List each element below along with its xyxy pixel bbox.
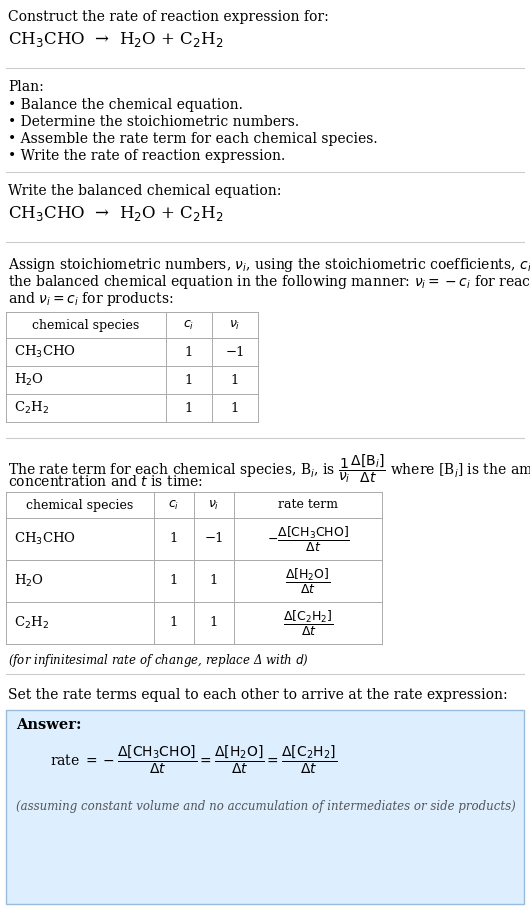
Text: $\nu_i$: $\nu_i$ — [208, 499, 220, 511]
Text: 1: 1 — [210, 616, 218, 630]
Text: $c_i$: $c_i$ — [169, 499, 180, 511]
Text: H$_2$O: H$_2$O — [14, 372, 44, 388]
Text: the balanced chemical equation in the following manner: $\nu_i = -c_i$ for react: the balanced chemical equation in the fo… — [8, 273, 530, 291]
Text: C$_2$H$_2$: C$_2$H$_2$ — [14, 400, 49, 416]
Text: 1: 1 — [210, 574, 218, 588]
Text: The rate term for each chemical species, B$_i$, is $\dfrac{1}{\nu_i}\dfrac{\Delt: The rate term for each chemical species,… — [8, 452, 530, 485]
Text: $\dfrac{\Delta[\mathrm{C_2H_2}]}{\Delta t}$: $\dfrac{\Delta[\mathrm{C_2H_2}]}{\Delta … — [282, 609, 333, 638]
Text: CH$_3$CHO: CH$_3$CHO — [14, 344, 76, 360]
Text: • Balance the chemical equation.: • Balance the chemical equation. — [8, 98, 243, 112]
Text: rate $= -\dfrac{\Delta[\mathrm{CH_3CHO}]}{\Delta t} = \dfrac{\Delta[\mathrm{H_2O: rate $= -\dfrac{\Delta[\mathrm{CH_3CHO}]… — [50, 744, 337, 776]
Text: $\dfrac{\Delta[\mathrm{H_2O}]}{\Delta t}$: $\dfrac{\Delta[\mathrm{H_2O}]}{\Delta t}… — [285, 567, 331, 595]
Text: chemical species: chemical species — [32, 318, 139, 331]
Text: 1: 1 — [231, 373, 239, 387]
Text: $-\dfrac{\Delta[\mathrm{CH_3CHO}]}{\Delta t}$: $-\dfrac{\Delta[\mathrm{CH_3CHO}]}{\Delt… — [267, 524, 349, 553]
Text: C$_2$H$_2$: C$_2$H$_2$ — [14, 615, 49, 631]
Text: 1: 1 — [185, 401, 193, 414]
Text: Assign stoichiometric numbers, $\nu_i$, using the stoichiometric coefficients, $: Assign stoichiometric numbers, $\nu_i$, … — [8, 256, 530, 274]
Text: H$_2$O: H$_2$O — [14, 573, 44, 589]
Text: $\nu_i$: $\nu_i$ — [229, 318, 241, 331]
Text: Answer:: Answer: — [16, 718, 82, 732]
Text: −1: −1 — [204, 532, 224, 545]
Text: • Determine the stoichiometric numbers.: • Determine the stoichiometric numbers. — [8, 115, 299, 129]
Text: 1: 1 — [185, 373, 193, 387]
Text: (assuming constant volume and no accumulation of intermediates or side products): (assuming constant volume and no accumul… — [16, 800, 516, 813]
Text: $c_i$: $c_i$ — [183, 318, 195, 331]
Text: CH$_3$CHO  →  H$_2$O + C$_2$H$_2$: CH$_3$CHO → H$_2$O + C$_2$H$_2$ — [8, 30, 224, 49]
Text: 1: 1 — [185, 346, 193, 359]
Text: (for infinitesimal rate of change, replace Δ with $d$): (for infinitesimal rate of change, repla… — [8, 652, 309, 669]
Text: 1: 1 — [170, 574, 178, 588]
Text: and $\nu_i = c_i$ for products:: and $\nu_i = c_i$ for products: — [8, 290, 173, 308]
Text: • Assemble the rate term for each chemical species.: • Assemble the rate term for each chemic… — [8, 132, 377, 146]
Text: 1: 1 — [170, 616, 178, 630]
Text: Write the balanced chemical equation:: Write the balanced chemical equation: — [8, 184, 281, 198]
Text: −1: −1 — [225, 346, 245, 359]
Text: Plan:: Plan: — [8, 80, 44, 94]
Text: chemical species: chemical species — [26, 499, 134, 511]
Text: rate term: rate term — [278, 499, 338, 511]
Text: Set the rate terms equal to each other to arrive at the rate expression:: Set the rate terms equal to each other t… — [8, 688, 508, 702]
Text: concentration and $t$ is time:: concentration and $t$ is time: — [8, 474, 203, 489]
Bar — [6, 710, 524, 904]
Text: CH$_3$CHO  →  H$_2$O + C$_2$H$_2$: CH$_3$CHO → H$_2$O + C$_2$H$_2$ — [8, 204, 224, 223]
Text: 1: 1 — [231, 401, 239, 414]
Text: 1: 1 — [170, 532, 178, 545]
Text: Construct the rate of reaction expression for:: Construct the rate of reaction expressio… — [8, 10, 329, 24]
Text: • Write the rate of reaction expression.: • Write the rate of reaction expression. — [8, 149, 285, 163]
Text: CH$_3$CHO: CH$_3$CHO — [14, 531, 76, 547]
